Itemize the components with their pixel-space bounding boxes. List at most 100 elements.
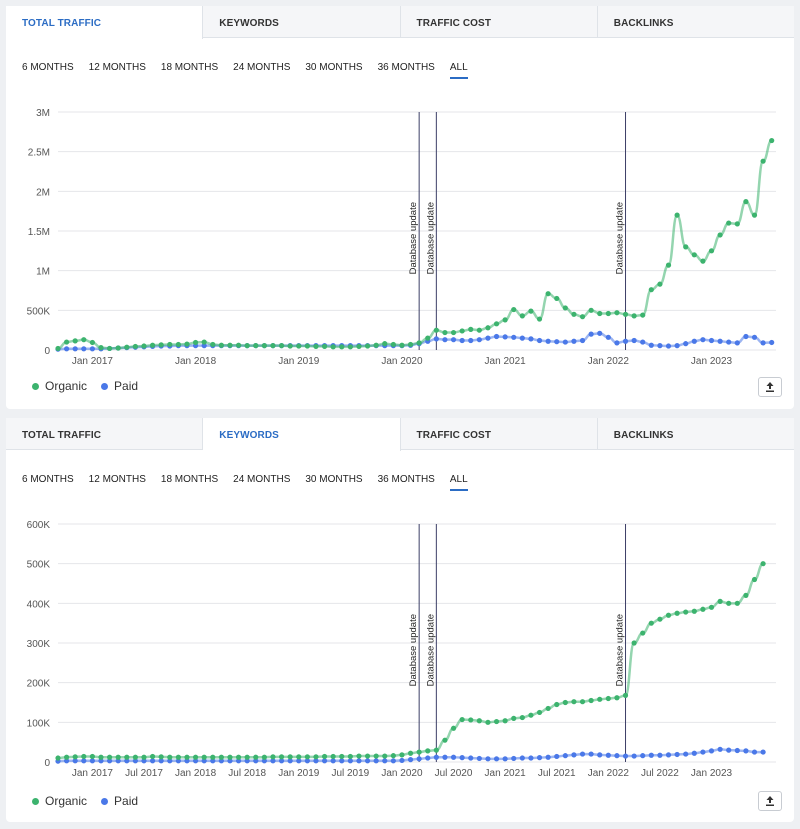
legend-organic[interactable]: Organic xyxy=(32,379,87,393)
data-point-paid[interactable] xyxy=(72,346,78,352)
data-point-organic[interactable] xyxy=(416,749,422,755)
data-point-paid[interactable] xyxy=(511,755,517,762)
data-point-paid[interactable] xyxy=(708,748,715,754)
data-point-organic[interactable] xyxy=(356,343,362,350)
data-point-paid[interactable] xyxy=(124,758,130,764)
data-point-organic[interactable] xyxy=(631,313,637,319)
tab-backlinks[interactable]: BACKLINKS xyxy=(597,6,794,37)
data-point-organic[interactable] xyxy=(769,137,775,144)
data-point-paid[interactable] xyxy=(364,758,371,764)
period-all[interactable]: ALL xyxy=(449,474,468,491)
data-point-paid[interactable] xyxy=(631,337,637,344)
tab-keywords[interactable]: KEYWORDS xyxy=(203,418,401,451)
data-point-organic[interactable] xyxy=(493,321,500,327)
data-point-organic[interactable] xyxy=(167,754,173,760)
period-30-months[interactable]: 30 MONTHS xyxy=(305,474,363,485)
data-point-paid[interactable] xyxy=(588,331,594,337)
data-point-paid[interactable] xyxy=(81,758,87,764)
data-point-organic[interactable] xyxy=(72,754,78,760)
data-point-organic[interactable] xyxy=(734,221,740,227)
data-point-organic[interactable] xyxy=(657,281,663,287)
data-point-paid[interactable] xyxy=(734,747,740,754)
data-point-paid[interactable] xyxy=(734,340,740,346)
data-point-paid[interactable] xyxy=(743,748,749,754)
data-point-paid[interactable] xyxy=(278,758,285,764)
data-point-organic[interactable] xyxy=(571,699,577,705)
data-point-organic[interactable] xyxy=(622,692,629,698)
data-point-organic[interactable] xyxy=(210,754,216,760)
data-point-paid[interactable] xyxy=(192,758,199,764)
data-point-paid[interactable] xyxy=(760,340,766,346)
data-point-organic[interactable] xyxy=(304,343,310,349)
data-point-organic[interactable] xyxy=(218,754,224,760)
data-point-paid[interactable] xyxy=(235,758,242,764)
data-point-paid[interactable] xyxy=(227,758,233,764)
data-point-paid[interactable] xyxy=(218,758,224,764)
data-point-paid[interactable] xyxy=(640,753,646,759)
data-point-organic[interactable] xyxy=(81,337,87,343)
data-point-paid[interactable] xyxy=(631,753,637,759)
data-point-organic[interactable] xyxy=(519,313,525,319)
data-point-paid[interactable] xyxy=(511,334,517,340)
data-point-organic[interactable] xyxy=(98,345,104,351)
data-point-organic[interactable] xyxy=(373,753,379,759)
data-point-paid[interactable] xyxy=(528,755,534,761)
data-point-paid[interactable] xyxy=(63,346,70,352)
data-point-organic[interactable] xyxy=(743,199,749,205)
data-point-organic[interactable] xyxy=(571,311,577,317)
data-point-organic[interactable] xyxy=(382,341,388,347)
data-point-organic[interactable] xyxy=(760,561,766,567)
data-point-paid[interactable] xyxy=(442,754,448,760)
data-point-paid[interactable] xyxy=(493,756,500,762)
data-point-paid[interactable] xyxy=(158,758,164,764)
data-point-paid[interactable] xyxy=(442,337,448,343)
data-point-paid[interactable] xyxy=(201,343,207,349)
data-point-organic[interactable] xyxy=(700,606,706,612)
data-point-organic[interactable] xyxy=(502,718,508,724)
data-point-paid[interactable] xyxy=(751,334,758,340)
tab-total-traffic[interactable]: TOTAL TRAFFIC xyxy=(6,418,204,449)
data-point-organic[interactable] xyxy=(399,752,405,758)
data-point-organic[interactable] xyxy=(614,310,620,316)
data-point-organic[interactable] xyxy=(605,310,611,317)
data-point-paid[interactable] xyxy=(683,751,689,757)
data-point-paid[interactable] xyxy=(468,755,474,761)
data-point-organic[interactable] xyxy=(691,252,697,258)
data-point-organic[interactable] xyxy=(554,295,560,302)
data-point-organic[interactable] xyxy=(149,342,156,348)
data-point-organic[interactable] xyxy=(519,714,525,721)
data-point-organic[interactable] xyxy=(98,754,104,760)
data-point-organic[interactable] xyxy=(442,737,448,743)
data-point-organic[interactable] xyxy=(81,753,87,760)
data-point-paid[interactable] xyxy=(63,758,70,764)
data-point-organic[interactable] xyxy=(296,754,302,760)
data-point-organic[interactable] xyxy=(691,608,697,614)
data-point-paid[interactable] xyxy=(81,346,87,352)
data-point-paid[interactable] xyxy=(554,339,560,345)
data-point-organic[interactable] xyxy=(141,754,147,760)
data-point-organic[interactable] xyxy=(339,344,345,350)
data-point-organic[interactable] xyxy=(554,701,560,708)
export-button[interactable] xyxy=(758,791,782,811)
data-point-organic[interactable] xyxy=(313,754,319,760)
data-point-organic[interactable] xyxy=(631,640,637,646)
data-point-paid[interactable] xyxy=(149,758,156,764)
data-point-organic[interactable] xyxy=(708,604,715,610)
data-point-organic[interactable] xyxy=(425,748,431,754)
data-point-organic[interactable] xyxy=(743,592,749,598)
data-point-paid[interactable] xyxy=(210,758,216,764)
data-point-paid[interactable] xyxy=(373,758,379,764)
period-12-months[interactable]: 12 MONTHS xyxy=(88,62,146,73)
data-point-organic[interactable] xyxy=(579,314,586,320)
data-point-organic[interactable] xyxy=(124,344,130,350)
data-point-paid[interactable] xyxy=(485,335,491,341)
data-point-organic[interactable] xyxy=(700,258,706,264)
data-point-organic[interactable] xyxy=(536,709,543,716)
data-point-organic[interactable] xyxy=(597,310,603,317)
data-point-organic[interactable] xyxy=(708,248,715,254)
data-point-organic[interactable] xyxy=(468,326,474,332)
data-point-organic[interactable] xyxy=(364,343,371,349)
data-point-organic[interactable] xyxy=(373,342,379,348)
data-point-organic[interactable] xyxy=(296,343,302,349)
data-point-paid[interactable] xyxy=(433,754,439,760)
